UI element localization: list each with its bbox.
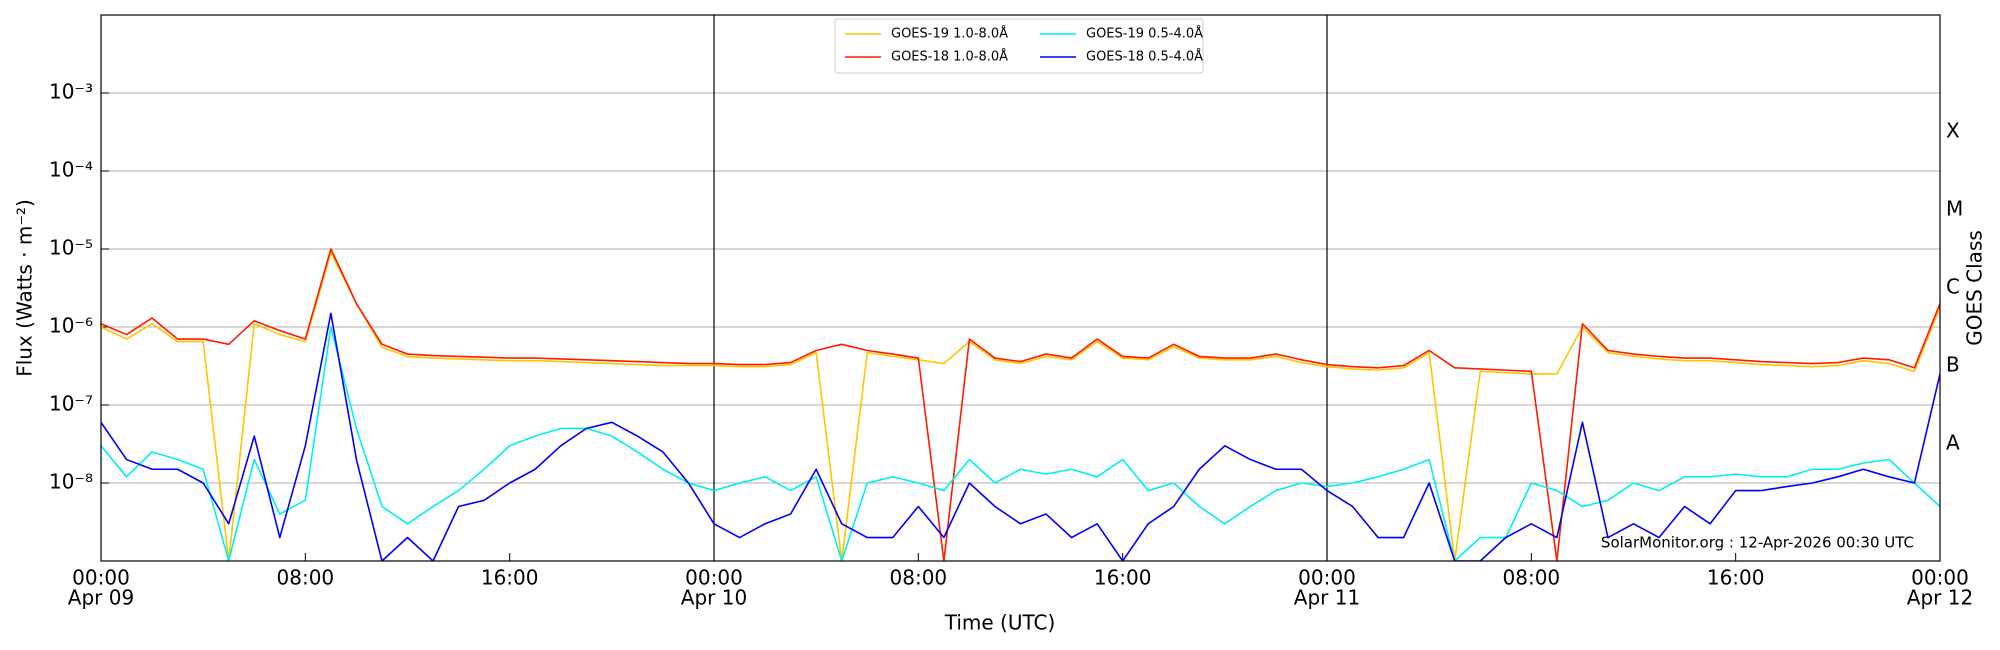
x-tick-label: 08:00: [277, 566, 335, 590]
y2-axis-label: GOES Class: [1963, 230, 1987, 346]
x-tick-label: 16:00: [1094, 566, 1152, 590]
y2-tick-label: B: [1946, 353, 1960, 377]
y-tick-label: 10⁻⁷: [49, 392, 93, 416]
y2-tick-label: M: [1946, 197, 1963, 221]
x-tick-label: 08:00: [1503, 566, 1561, 590]
x-tick-label: 16:00: [481, 566, 539, 590]
plot-area: [101, 248, 1940, 561]
series-line: [101, 251, 1940, 561]
legend-label: GOES-18 1.0-8.0Å: [891, 49, 1008, 65]
x-tick-label: 16:00: [1707, 566, 1765, 590]
x-tick-label: 00:00: [72, 566, 130, 590]
annotation: SolarMonitor.org : 12-Apr-2026 00:30 UTC: [1601, 534, 1914, 552]
legend-label: GOES-18 0.5-4.0Å: [1086, 49, 1203, 65]
y2-tick-label: X: [1946, 119, 1960, 143]
x-axis-label: Time (UTC): [944, 611, 1056, 635]
series-line: [101, 248, 1940, 561]
x-tick-label: 00:00: [1298, 566, 1356, 590]
series-line: [101, 326, 1940, 561]
y2-tick-label: A: [1946, 431, 1960, 455]
x-tick-date: Apr 09: [68, 586, 134, 610]
y-tick-label: 10⁻⁵: [49, 236, 93, 260]
x-tick-label: 00:00: [685, 566, 743, 590]
x-tick-date: Apr 10: [681, 586, 747, 610]
plot-frame: [100, 14, 1941, 562]
y-axis-label: Flux (Watts · m⁻²): [13, 199, 37, 377]
y-tick-label: 10⁻⁴: [49, 158, 93, 182]
y-tick-label: 10⁻³: [49, 80, 93, 104]
y-tick-label: 10⁻⁸: [49, 470, 93, 494]
x-tick-label: 00:00: [1911, 566, 1969, 590]
x-tick-date: Apr 11: [1294, 586, 1360, 610]
y2-tick-label: C: [1946, 275, 1960, 299]
x-tick-label: 08:00: [890, 566, 948, 590]
legend-box: [834, 18, 1204, 74]
legend-label: GOES-19 0.5-4.0Å: [1086, 26, 1203, 42]
series-line: [101, 312, 1940, 561]
x-tick-date: Apr 12: [1907, 586, 1973, 610]
legend-label: GOES-19 1.0-8.0Å: [891, 26, 1008, 42]
y-tick-label: 10⁻⁶: [49, 314, 93, 338]
